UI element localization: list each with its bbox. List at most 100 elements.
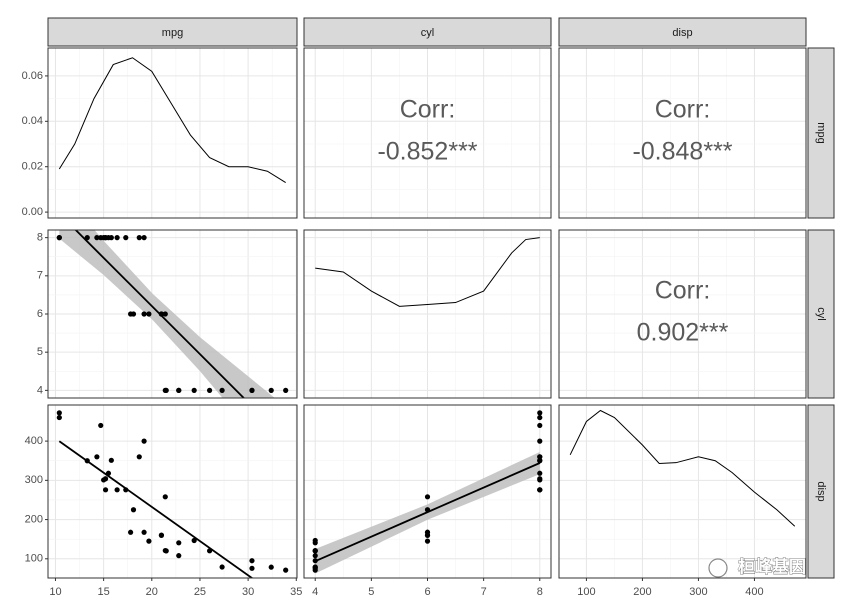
y-tick-label: 6	[37, 308, 43, 320]
point	[176, 540, 182, 546]
column-strip	[47, 17, 298, 47]
fit-line	[74, 230, 246, 398]
panel: Corr: -0.852***	[304, 48, 551, 218]
corr-value: -0.848***	[632, 138, 732, 166]
point	[94, 454, 100, 460]
point	[283, 567, 289, 573]
point	[101, 235, 107, 241]
corr-label: Corr:	[655, 277, 711, 305]
panel: Corr: 0.902***	[559, 230, 806, 398]
point	[108, 457, 114, 463]
point	[176, 387, 182, 393]
column-strip-label: mpg	[162, 27, 183, 39]
point	[102, 487, 109, 493]
point	[424, 494, 431, 500]
point	[537, 438, 543, 444]
row-strip-label: cyl	[815, 307, 827, 320]
fit-line	[314, 462, 541, 563]
point	[249, 565, 255, 571]
point	[162, 387, 168, 393]
point	[537, 470, 543, 476]
point	[176, 553, 182, 559]
point	[146, 311, 152, 317]
y-tick-label: 0.02	[22, 161, 43, 173]
panel-border	[558, 404, 807, 579]
x-tick-label: 20	[146, 586, 158, 598]
row-strip-label: disp	[815, 481, 827, 501]
point	[312, 547, 318, 554]
x-tick-label: 4	[312, 586, 318, 598]
point	[206, 387, 213, 393]
point	[162, 547, 168, 554]
density-line	[58, 57, 286, 184]
point	[249, 387, 255, 393]
point	[219, 387, 225, 393]
panel-background	[559, 48, 806, 218]
y-tick-label: 0.00	[22, 206, 43, 218]
column-strip-label: disp	[672, 27, 692, 39]
panel	[48, 230, 297, 398]
point	[191, 537, 197, 544]
point	[127, 529, 134, 535]
y-tick-label: 400	[25, 435, 43, 447]
point	[141, 529, 147, 535]
corr-value: 0.902***	[637, 319, 729, 347]
point	[98, 422, 104, 429]
point	[136, 235, 142, 241]
x-tick-label: 6	[424, 586, 430, 598]
x-tick-label: 5	[368, 586, 374, 598]
panel	[304, 230, 551, 398]
panel: Corr: -0.848***	[559, 48, 806, 218]
point	[537, 457, 543, 463]
y-tick-label: 5	[37, 346, 43, 358]
point	[162, 311, 168, 317]
point	[424, 529, 431, 535]
point	[56, 410, 62, 416]
point	[537, 487, 543, 493]
corr-value: -0.852***	[377, 138, 477, 166]
point	[56, 414, 62, 421]
panel	[559, 405, 806, 578]
y-tick-label: 300	[25, 474, 43, 486]
y-tick-label: 0.04	[22, 115, 43, 127]
point	[114, 235, 120, 241]
density-line	[569, 409, 796, 527]
point	[136, 454, 142, 460]
point	[94, 235, 100, 241]
panel-border	[303, 47, 552, 219]
point	[283, 387, 289, 393]
panel-border	[558, 47, 807, 219]
panel	[48, 48, 297, 218]
panel-border	[558, 229, 807, 399]
x-tick-label: 100	[577, 586, 595, 598]
density-line	[315, 237, 540, 307]
point	[162, 494, 168, 500]
y-tick-label: 4	[37, 384, 43, 396]
fit-line	[58, 440, 254, 578]
point	[56, 235, 62, 241]
row-strip	[807, 229, 835, 399]
point	[537, 410, 543, 416]
y-tick-label: 100	[25, 553, 43, 565]
row-strip	[807, 47, 835, 219]
point	[158, 532, 165, 538]
corr-label: Corr:	[400, 96, 456, 124]
point	[191, 387, 197, 393]
point	[101, 477, 107, 483]
x-tick-label: 30	[242, 586, 254, 598]
column-strip	[303, 17, 552, 47]
corr-label: Corr:	[655, 96, 711, 124]
panel-border	[47, 404, 298, 579]
y-tick-label: 200	[25, 513, 43, 525]
point	[537, 477, 543, 483]
point	[312, 540, 318, 546]
y-tick-label: 0.06	[22, 70, 43, 82]
column-strip-label: cyl	[421, 27, 434, 39]
panel-background	[48, 405, 297, 578]
panel-border	[303, 229, 552, 399]
x-tick-label: 7	[481, 586, 487, 598]
point	[123, 235, 129, 241]
point	[219, 564, 225, 570]
point	[146, 538, 152, 544]
row-strip	[807, 404, 835, 579]
